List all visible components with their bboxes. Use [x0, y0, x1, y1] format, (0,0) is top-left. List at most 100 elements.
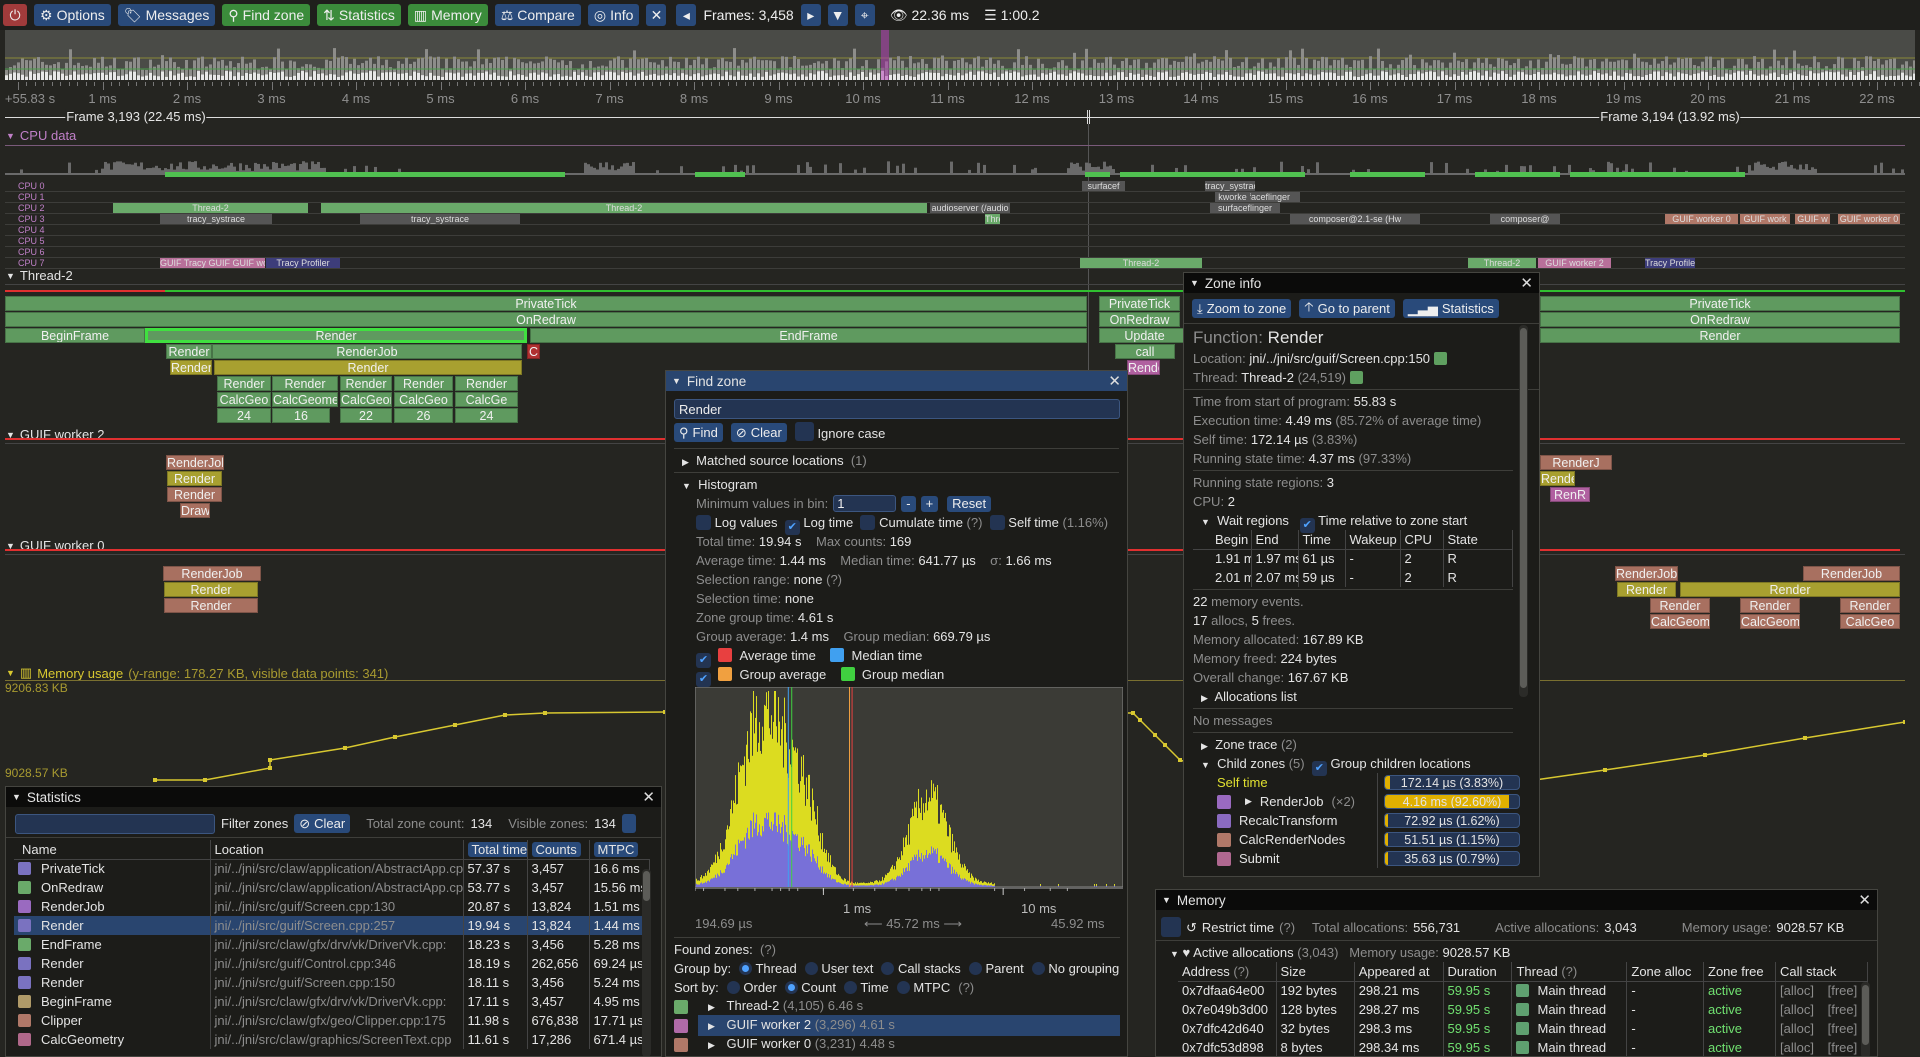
- thread-header[interactable]: ▼Thread-2: [6, 268, 73, 283]
- help-icon[interactable]: (?): [760, 942, 776, 957]
- radio[interactable]: [785, 981, 798, 994]
- child-zone-row[interactable]: CalcRenderNodes51.51 µs (1.15%): [1193, 830, 1524, 849]
- cpu-thread-block[interactable]: Thread-2: [1080, 258, 1202, 268]
- zone[interactable]: Render: [394, 376, 453, 391]
- free-callstack-link[interactable]: [free]: [1828, 1021, 1858, 1036]
- zone[interactable]: Render: [1650, 598, 1710, 613]
- frame-bar[interactable]: [1213, 56, 1216, 80]
- zone[interactable]: Render: [1617, 582, 1676, 597]
- time-ruler[interactable]: +55.83 s 1 ms2 ms3 ms4 ms5 ms6 ms7 ms8 m…: [0, 80, 1920, 110]
- zone[interactable]: Render: [455, 376, 518, 391]
- zone[interactable]: Render: [164, 598, 258, 613]
- zone[interactable]: PrivateTick: [5, 296, 1087, 311]
- expand-icon[interactable]: ▶: [708, 1002, 715, 1012]
- zone[interactable]: Render: [164, 582, 258, 597]
- visible-range-marker[interactable]: [881, 30, 889, 80]
- sort-by-radio[interactable]: Order: [727, 980, 777, 995]
- frame-bar[interactable]: [1377, 49, 1380, 80]
- expand-icon[interactable]: ▶: [708, 1021, 715, 1031]
- cell-value[interactable]: 0x7e049b3d00: [1182, 1002, 1268, 1017]
- column-header[interactable]: Call stack: [1776, 962, 1868, 981]
- memory-title-bar[interactable]: ▼Memory✕: [1156, 890, 1877, 910]
- self-time-checkbox[interactable]: Self time: [990, 515, 1059, 530]
- clear-filter-button[interactable]: ⊘Clear: [294, 814, 350, 833]
- log-time-checkbox[interactable]: ✔ Log time: [785, 515, 854, 530]
- restrict-time-checkbox[interactable]: [1161, 917, 1181, 937]
- help-icon[interactable]: (?): [1279, 918, 1295, 937]
- zone[interactable]: CalcGeome: [272, 392, 338, 407]
- frame-select-button[interactable]: ▼: [828, 4, 848, 26]
- sort-by-radio[interactable]: MTPC: [897, 980, 950, 995]
- ignore-case-checkbox[interactable]: Ignore case: [795, 422, 886, 443]
- zone[interactable]: Render: [1740, 598, 1800, 613]
- radio[interactable]: [881, 962, 894, 975]
- cpu-thread-block[interactable]: Thread-2: [1468, 258, 1536, 268]
- zone[interactable]: CalcGeo: [217, 392, 271, 407]
- group-by-radio[interactable]: User text: [805, 961, 874, 976]
- messages-button[interactable]: 🏷Messages: [118, 4, 216, 26]
- zone-info-scrollbar[interactable]: [1519, 325, 1528, 697]
- child-zones-toggle[interactable]: Child zones: [1217, 756, 1285, 771]
- frame-bar[interactable]: [505, 57, 508, 80]
- log-values-checkbox[interactable]: Log values: [696, 515, 778, 530]
- statistics-title-bar[interactable]: ▼Statistics✕: [6, 787, 661, 807]
- cpu-thread-block[interactable]: tracy_systrace: [360, 214, 520, 224]
- filter-zones-input[interactable]: [15, 814, 215, 834]
- allocations-list-toggle[interactable]: ▶ Allocations list: [1193, 687, 1524, 706]
- zone[interactable]: RenR: [1550, 487, 1590, 502]
- frame-label[interactable]: Frame 3,193 (22.45 ms): [65, 109, 206, 124]
- zone[interactable]: OnRedraw: [1540, 312, 1900, 327]
- next-frame-button[interactable]: ▸: [801, 4, 821, 26]
- zone[interactable]: EndFrame: [530, 328, 1087, 343]
- zone[interactable]: CalcGeome: [1650, 614, 1710, 629]
- go-to-parent-button[interactable]: 🡡Go to parent: [1299, 299, 1395, 318]
- zone[interactable]: PrivateTick: [1540, 296, 1900, 311]
- zone[interactable]: Render: [340, 376, 392, 391]
- table-row[interactable]: RenderJobjni/../jni/src/guif/Screen.cpp:…: [14, 897, 649, 916]
- zone[interactable]: Render: [166, 344, 212, 359]
- table-row[interactable]: 0x7dfc42d64032 bytes298.3 ms59.95 sMain …: [1178, 1019, 1868, 1038]
- table-row[interactable]: EndFramejni/../jni/src/claw/gfx/drv/vk/D…: [14, 935, 649, 954]
- collapse-icon[interactable]: ▼: [1170, 949, 1179, 959]
- zone[interactable]: Render: [170, 360, 212, 375]
- alloc-callstack-link[interactable]: [alloc]: [1780, 983, 1814, 998]
- zone[interactable]: Render: [145, 328, 527, 343]
- table-row[interactable]: Renderjni/../jni/src/guif/Control.cpp:34…: [14, 954, 649, 973]
- cpu-thread-block[interactable]: GUIF worker 2: [1538, 258, 1611, 268]
- min-bin-input[interactable]: [833, 495, 896, 512]
- statistics-button[interactable]: ▁▃▅Statistics: [1403, 299, 1499, 318]
- zone[interactable]: CalcGeor: [340, 392, 392, 407]
- column-header[interactable]: Duration: [1443, 962, 1512, 981]
- child-zone-row[interactable]: Self time172.14 µs (3.83%): [1193, 773, 1524, 792]
- cpu-thread-block[interactable]: Thread-2: [985, 214, 1000, 224]
- frame-bar[interactable]: [753, 57, 756, 80]
- frame-overview-graph[interactable]: [5, 30, 1915, 80]
- cpu-thread-block[interactable]: kworke: [1215, 192, 1250, 202]
- show-group-checkbox[interactable]: ✔: [696, 672, 711, 687]
- zone[interactable]: C: [527, 344, 540, 359]
- help-icon[interactable]: (?): [958, 980, 974, 995]
- cpu-usage-graph[interactable]: [5, 155, 1905, 179]
- wait-regions-toggle[interactable]: Wait regions: [1217, 513, 1289, 528]
- clear-button[interactable]: ⊘Clear: [731, 423, 787, 442]
- cpu-thread-block[interactable]: GUIF work: [1740, 214, 1790, 224]
- alloc-callstack-link[interactable]: [alloc]: [1780, 1040, 1814, 1055]
- help-icon[interactable]: (?): [967, 515, 983, 530]
- cpu-row[interactable]: CPU 6: [5, 247, 1905, 258]
- cell-value[interactable]: 0x7dfaa64e00: [1182, 983, 1264, 998]
- column-name[interactable]: Name: [14, 840, 210, 859]
- table-row[interactable]: PrivateTickjni/../jni/src/claw/applicati…: [14, 859, 649, 878]
- cpu-thread-block[interactable]: surfaceflinger: [1210, 203, 1280, 213]
- column-header[interactable]: Wakeup: [1345, 530, 1400, 549]
- table-row[interactable]: Clipperjni/../jni/src/claw/gfx/geo/Clipp…: [14, 1011, 649, 1030]
- child-zone-row[interactable]: Submit35.63 µs (0.79%): [1193, 849, 1524, 868]
- column-header[interactable]: Appeared at: [1354, 962, 1443, 981]
- table-row[interactable]: CalcGeometryjni/../jni/src/claw/graphics…: [14, 1030, 649, 1049]
- zone[interactable]: CalcGeomet: [1740, 614, 1800, 629]
- zone[interactable]: Render: [1127, 360, 1160, 375]
- zone[interactable]: Render: [217, 376, 271, 391]
- zone[interactable]: 24: [217, 408, 271, 423]
- cpu-thread-block[interactable]: Tracy Profiler: [266, 258, 340, 268]
- column-header[interactable]: End: [1251, 530, 1298, 549]
- column-header[interactable]: Begin: [1193, 530, 1251, 549]
